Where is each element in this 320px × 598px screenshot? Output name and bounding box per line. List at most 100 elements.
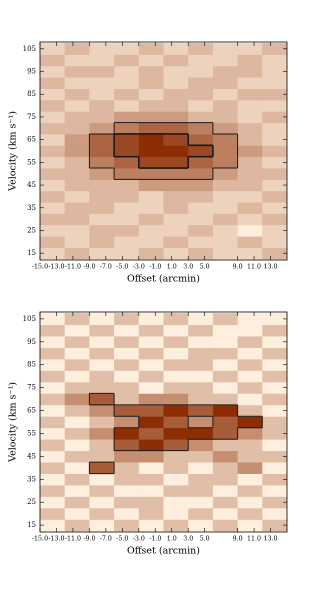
heat-cell [262,336,287,348]
heat-cell [237,450,263,463]
heat-cell [237,54,263,67]
heat-cell [212,179,238,192]
heat-cell [40,381,66,394]
heat-cell [89,54,115,67]
y-tick-label: 15 [27,521,36,529]
heat-cell [163,324,189,337]
heat-cell [212,213,238,226]
heat-cell [262,381,287,394]
heat-cell [89,224,115,237]
heat-cell [114,145,140,158]
heat-cell [64,111,90,124]
heat-cell [89,439,115,452]
heat-cell [114,416,140,429]
heat-cell [212,324,238,337]
heat-cell [163,347,189,360]
heat-cell [237,133,263,146]
heat-cell [138,224,164,237]
heat-cell [212,190,238,203]
heat-cell [163,168,189,180]
heat-cell [163,496,189,509]
heat-cell [89,347,115,360]
x-tick-label: -3.0 [133,536,145,543]
heat-cell [212,370,238,383]
heat-cell [40,485,66,497]
heat-cell [237,65,263,78]
heat-cell [138,54,164,67]
heat-cell [138,519,164,532]
heat-cell [163,133,189,146]
heat-cell [64,168,90,180]
heat-cell [114,65,140,78]
heat-cell [262,404,287,417]
heat-cell [40,336,66,348]
heat-cell [212,43,238,55]
heat-cell [237,496,263,509]
y-tick-label: 105 [23,45,36,53]
heat-cell [163,439,189,452]
heat-cell [188,179,214,192]
heat-cell [138,213,164,226]
heat-cell [212,347,238,360]
heat-cell [188,43,214,55]
heat-cell [138,507,164,520]
heat-cell [138,236,164,248]
heat-cell [40,99,66,112]
heat-cell [64,485,90,497]
heat-cell [114,336,140,348]
heat-cell [188,347,214,360]
heat-cell [89,519,115,532]
heat-cell [188,202,214,214]
heat-cell [163,156,189,169]
heat-cell [64,519,90,532]
heat-cell [262,427,287,440]
heat-cell [40,202,66,214]
heat-cell [212,450,238,463]
heat-cell [237,473,263,486]
heat-cell [89,404,115,417]
heat-cell [89,393,115,406]
heat-cell [64,54,90,67]
heat-cell [237,224,263,237]
heat-cell [188,190,214,203]
heat-cell [138,462,164,474]
heat-cell [138,77,164,89]
heat-cell [188,145,214,158]
heat-cell [262,496,287,509]
x-tick-label: 9.0 [233,536,243,543]
heat-cell [89,473,115,486]
heat-cell [188,507,214,520]
heat-cell [114,156,140,169]
heat-cell [262,156,287,169]
heat-cell [64,336,90,348]
y-tick-label: 25 [27,226,36,234]
heat-cell [188,358,214,371]
x-tick-label: 5.0 [200,536,210,543]
heat-cell [40,393,66,406]
axes-frame [39,41,288,261]
heat-cell [212,485,238,497]
heat-cell [114,496,140,509]
heat-cell [262,133,287,146]
x-tick-label: 3.0 [183,264,193,271]
heat-cell [138,190,164,203]
heat-cell [138,168,164,180]
heat-cell [89,236,115,248]
heat-cell [262,179,287,192]
heat-cell [262,439,287,452]
heat-cell [138,133,164,146]
heat-cell [237,462,263,474]
heat-cell [40,507,66,520]
heat-cell [64,213,90,226]
heat-cell [188,313,214,326]
heat-cell [114,224,140,237]
heat-cell [89,65,115,78]
x-tick-label: 11.0 [247,264,261,271]
heat-cell [114,507,140,520]
y-tick-label: 55 [27,429,36,437]
heat-cell [163,111,189,124]
heat-cell [64,450,90,463]
heat-cell [163,54,189,67]
heat-cell [188,77,214,89]
